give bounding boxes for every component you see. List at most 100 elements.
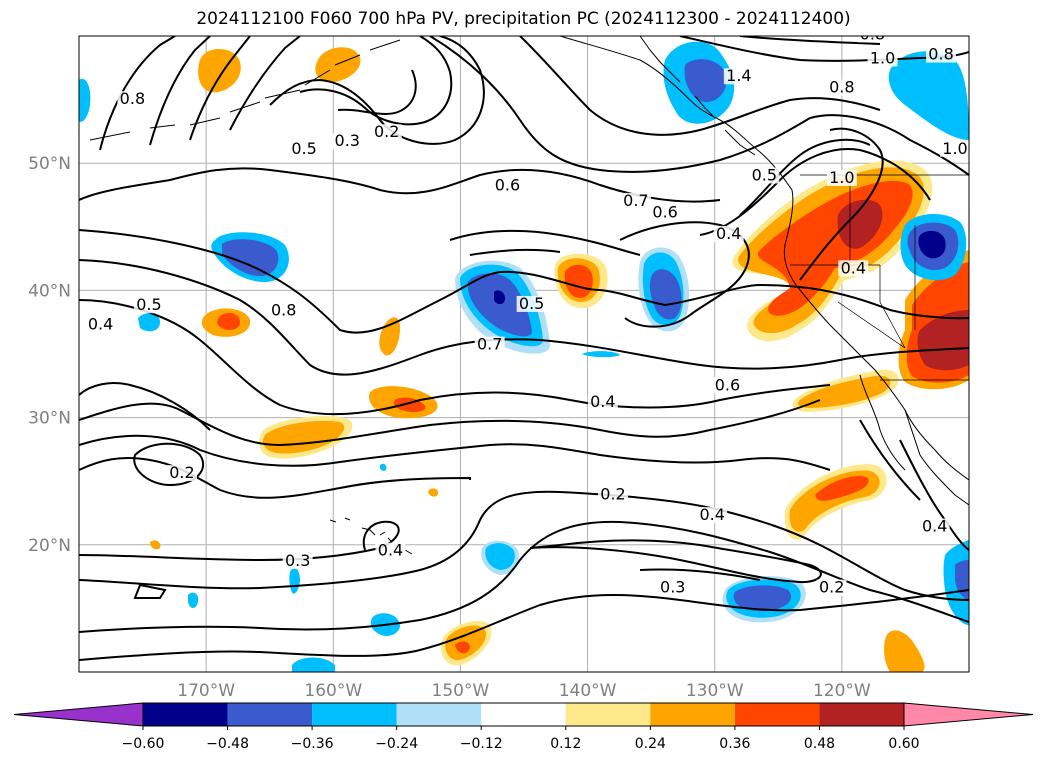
contour-label-bg [492, 177, 523, 194]
contour-label: 0.7 [623, 191, 648, 210]
contour-label: 0.5 [136, 295, 161, 314]
colorbar-segment [734, 703, 820, 726]
contour-label-bg [650, 204, 681, 221]
lon-tick-label: 140°W [559, 681, 617, 701]
contour-label: 0.4 [841, 258, 866, 277]
contour-label: 0.5 [752, 165, 777, 184]
pv-contour [739, 138, 871, 216]
contour-label-bg [587, 393, 618, 410]
colorbar-tick-label: 0.60 [888, 736, 919, 752]
contour-label: 0.3 [335, 131, 360, 150]
contour-label-bg [867, 50, 898, 67]
pv-contour [229, 36, 301, 131]
precip-positive-anomalies [150, 47, 969, 672]
precip-blob [917, 310, 969, 371]
precip-blob [428, 488, 438, 497]
pv-contour [299, 36, 453, 126]
coastlines [89, 36, 969, 555]
contour-label-bg [816, 579, 847, 596]
contour-label: 0.4 [922, 517, 947, 536]
ocean-background [79, 36, 969, 672]
lon-tick-label: 120°W [813, 681, 871, 701]
precip-blob [217, 312, 240, 330]
precip-blob [315, 47, 361, 83]
latitude-tick-labels: 20°N 30°N 40°N 50°N [28, 154, 71, 556]
contour-label: 0.8 [271, 300, 296, 319]
lat-tick-label: 50°N [28, 154, 71, 174]
lat-tick-label: 30°N [28, 409, 71, 429]
contour-label-bg [474, 336, 505, 353]
contour-label: 1.0 [829, 168, 854, 187]
precip-blob [684, 59, 727, 103]
northwest-hawaiian-islands [329, 517, 351, 523]
pv-contour [79, 520, 400, 562]
contour-label: 0.8 [928, 45, 953, 64]
california-nevada-border [837, 301, 906, 349]
colorbar-tick-label: 0.36 [719, 736, 750, 752]
pv-contour [619, 221, 750, 328]
contour-label-bg [713, 225, 744, 242]
precip-blob [467, 273, 532, 337]
map-frame [78, 35, 970, 673]
pv-contour [189, 36, 251, 141]
lon-tick-label: 150°W [432, 681, 490, 701]
precip-blob [564, 264, 593, 298]
contour-label: 0.2 [169, 463, 194, 482]
contour-label-bg [940, 140, 969, 157]
contour-label-bg [332, 133, 363, 150]
contour-label: 0.4 [590, 392, 615, 411]
colorbar-extend-max [903, 702, 1034, 727]
colorbar-tick-label: −0.24 [375, 736, 418, 752]
pv-contour [79, 399, 821, 447]
contour-label-bg [697, 507, 728, 524]
pv-contour [639, 568, 761, 581]
pv-contour [149, 36, 211, 146]
contour-label-bg [857, 36, 888, 43]
contour-label-bg [749, 167, 780, 184]
pv-contour [79, 589, 969, 661]
precip-blob [888, 51, 969, 140]
contour-label: 0.8 [829, 78, 854, 97]
contour-label-bg [826, 79, 857, 96]
pv-contours [79, 36, 969, 661]
contour-label-bg [712, 377, 743, 394]
colorbar-segment [819, 703, 904, 726]
colorbar-segment [396, 703, 482, 726]
pv-contour [99, 36, 176, 151]
contour-label: 0.2 [819, 578, 844, 597]
contour-label: 0.4 [378, 541, 403, 560]
contour-label: 0.2 [374, 122, 399, 141]
colorbar-tick-label: −0.36 [291, 736, 334, 752]
precip-blob [222, 239, 279, 276]
pv-contour [799, 127, 884, 281]
contour-label-bg [85, 316, 116, 333]
gulf-of-california-coastline [904, 409, 969, 481]
map-plot-area: 0.80.50.40.5 0.3 0.20.60.8 0.50.70.70.60.40… [79, 36, 969, 672]
colorbar-extend-min [13, 702, 144, 727]
pv-contour [79, 520, 969, 633]
colorbar-tick-label: 0.48 [804, 736, 835, 752]
contour-label: 0.8 [120, 89, 145, 108]
nevada-border [879, 265, 906, 349]
colorbar: −0.60 −0.48 −0.36 −0.24 −0.12 0.12 0.24 0.36 0.4… [13, 702, 1034, 752]
pv-contour-closed [529, 539, 822, 584]
contour-label: 0.6 [495, 176, 520, 195]
contour-label-bg [133, 297, 164, 314]
pv-contour [449, 229, 641, 256]
precip-blob [649, 269, 682, 320]
longitude-tick-labels: 170°W 160°W 150°W 140°W 130°W 120°W [177, 681, 871, 701]
precip-blob [918, 230, 946, 259]
colorbar-segment [481, 703, 566, 726]
lon-tick-label: 160°W [304, 681, 362, 701]
contour-label-bg [289, 140, 320, 157]
colorbar-segment [143, 703, 228, 726]
contour-label: 0.5 [291, 139, 316, 158]
pv-contour [79, 457, 471, 499]
contour-label: 0.3 [660, 578, 685, 597]
colorbar-tick-label: 0.12 [550, 736, 581, 752]
contour-label: 1.0 [942, 139, 967, 158]
colorbar-segment [565, 703, 651, 726]
contour-label-bg [620, 192, 651, 209]
precip-blob [733, 585, 792, 612]
